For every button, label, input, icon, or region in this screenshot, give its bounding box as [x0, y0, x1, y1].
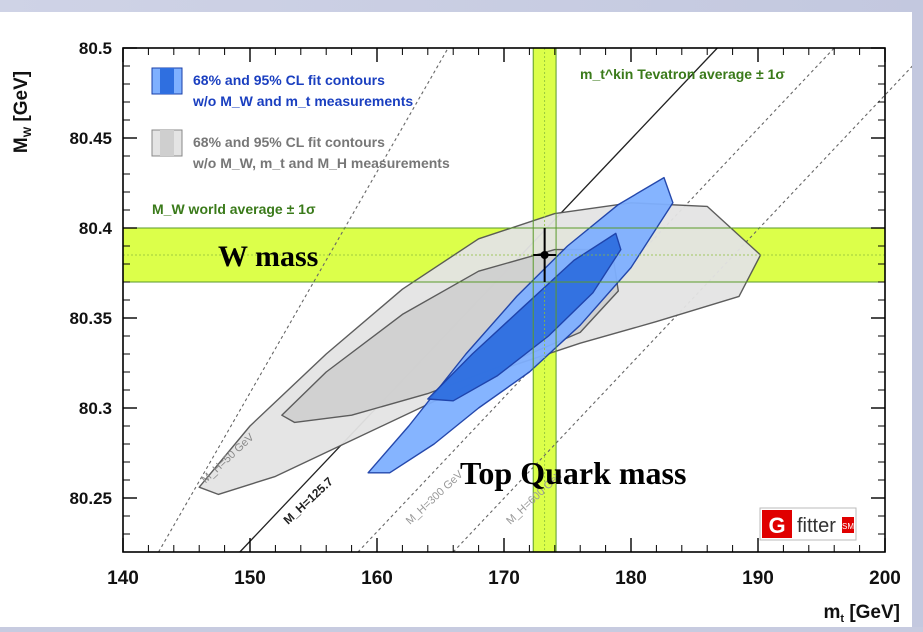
y-tick-label: 80.45	[69, 129, 112, 148]
y-axis-label: MW [GeV]	[11, 71, 34, 153]
legend-blue-line2: w/o M_W and m_t measurements	[192, 93, 413, 109]
legend-gray-line1: 68% and 95% CL fit contours	[193, 134, 385, 150]
logo-g-box	[762, 510, 792, 538]
y-axis-label-sub: W	[22, 126, 34, 137]
annotation-w-mass: W mass	[218, 240, 318, 273]
x-axis-label-sub: t	[840, 613, 844, 625]
x-tick-label: 180	[615, 568, 647, 589]
y-tick-label: 80.35	[69, 309, 112, 328]
y-axis-label-m: M	[11, 137, 32, 153]
chart-figure: 140 150 160 170 180 190 200 80.25 80.3 80.35 80.4 8…	[0, 12, 923, 627]
mw-band-label: M_W world average ± 1σ	[152, 201, 316, 217]
legend-swatch-gray-inner	[160, 130, 174, 156]
legend-swatch-blue-inner	[160, 68, 174, 94]
mt-band-label: m_t^kin Tevatron average ± 1σ	[580, 66, 785, 82]
legend-blue-line1: 68% and 95% CL fit contours	[193, 72, 385, 88]
x-tick-label: 160	[361, 568, 393, 589]
x-axis-label: mt [GeV]	[823, 602, 900, 625]
logo-sm-box	[842, 517, 854, 533]
y-tick-label: 80.4	[79, 219, 113, 238]
y-tick-label: 80.3	[79, 399, 112, 418]
x-tick-label: 200	[869, 568, 901, 589]
y-tick-label: 80.25	[69, 489, 112, 508]
annotation-top-mass: Top Quark mass	[460, 455, 686, 491]
logo-g: G	[768, 513, 785, 538]
x-axis-label-m: m	[823, 602, 840, 623]
higgs-line-2	[357, 47, 835, 553]
logo-sm: SM	[842, 522, 854, 531]
higgs-line-0	[158, 47, 449, 553]
x-axis-label-unit: [GeV]	[844, 602, 900, 623]
x-tick-label: 190	[742, 568, 774, 589]
y-axis-label-unit: [GeV]	[11, 71, 32, 127]
x-tick-label: 140	[107, 568, 139, 589]
x-tick-label: 150	[234, 568, 266, 589]
higgs-line-3	[452, 54, 923, 553]
contour-blue-68	[427, 232, 622, 402]
measurement-point	[540, 251, 549, 259]
legend-gray-line2: w/o M_W, m_t and M_H measurements	[192, 155, 450, 171]
logo-text: fitter	[797, 515, 836, 537]
y-tick-label: 80.5	[79, 39, 112, 58]
x-tick-label: 170	[488, 568, 520, 589]
chart-canvas: 140 150 160 170 180 190 200 80.25 80.3 80.35 80.4 8…	[0, 12, 923, 627]
